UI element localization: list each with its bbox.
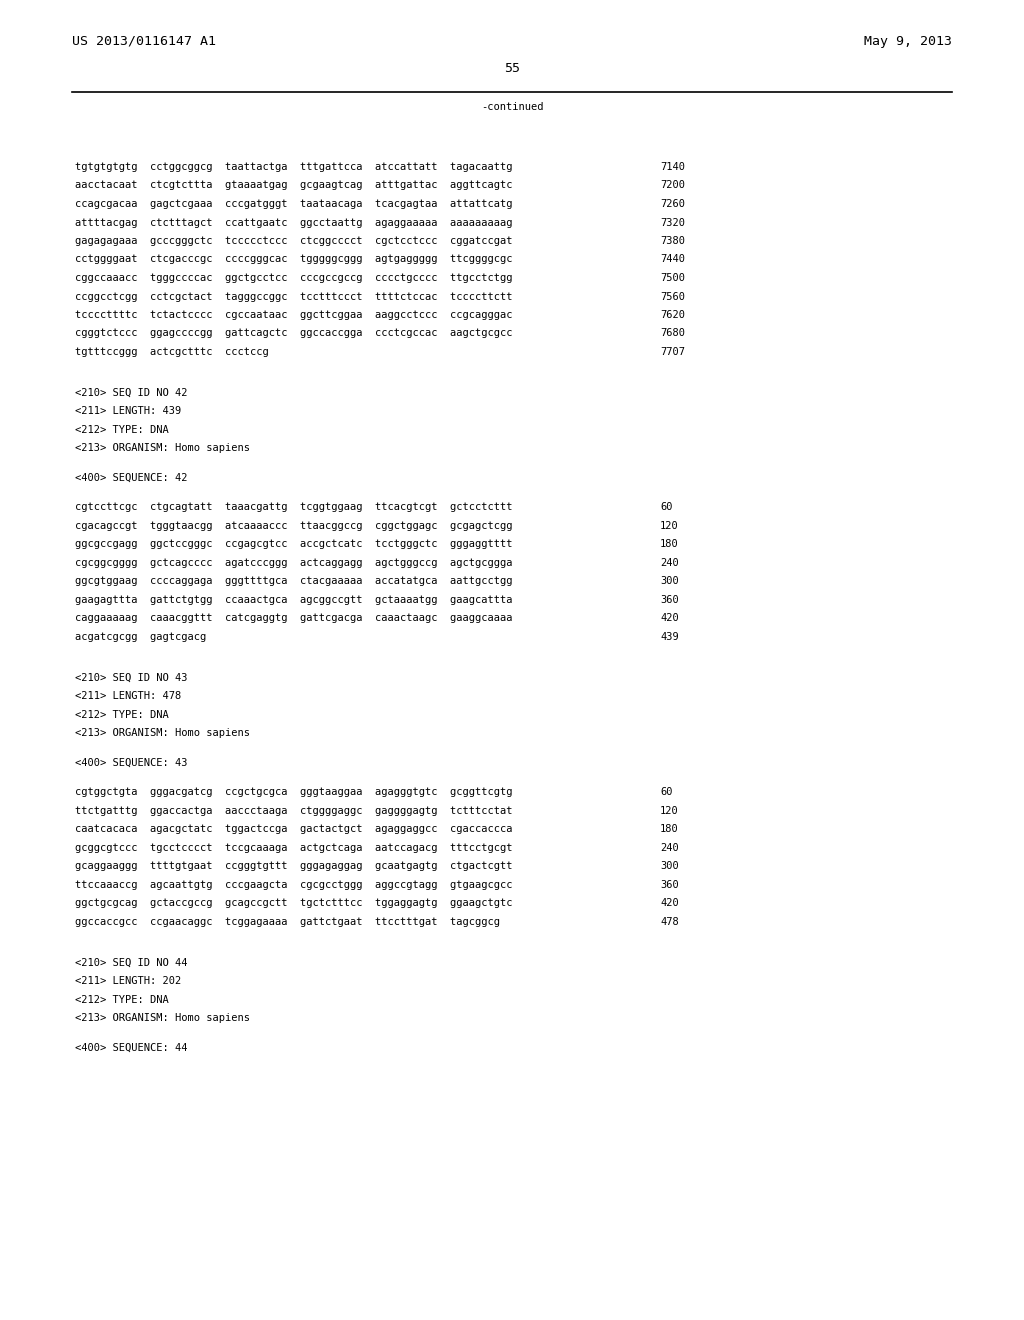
Text: ccagcgacaa  gagctcgaaa  cccgatgggt  taataacaga  tcacgagtaa  attattcatg: ccagcgacaa gagctcgaaa cccgatgggt taataac…: [75, 199, 512, 209]
Text: ccggcctcgg  cctcgctact  tagggccggc  tcctttccct  ttttctccac  tccccttctt: ccggcctcgg cctcgctact tagggccggc tcctttc…: [75, 292, 512, 301]
Text: 478: 478: [660, 917, 679, 927]
Text: 180: 180: [660, 824, 679, 834]
Text: 7680: 7680: [660, 329, 685, 338]
Text: aacctacaat  ctcgtcttta  gtaaaatgag  gcgaagtcag  atttgattac  aggttcagtc: aacctacaat ctcgtcttta gtaaaatgag gcgaagt…: [75, 181, 512, 190]
Text: 7620: 7620: [660, 310, 685, 319]
Text: 240: 240: [660, 842, 679, 853]
Text: cgcggcgggg  gctcagcccc  agatcccggg  actcaggagg  agctgggccg  agctgcggga: cgcggcgggg gctcagcccc agatcccggg actcagg…: [75, 558, 512, 568]
Text: <213> ORGANISM: Homo sapiens: <213> ORGANISM: Homo sapiens: [75, 729, 250, 738]
Text: tgtgtgtgtg  cctggcggcg  taattactga  tttgattcca  atccattatt  tagacaattg: tgtgtgtgtg cctggcggcg taattactga tttgatt…: [75, 162, 512, 172]
Text: 439: 439: [660, 632, 679, 642]
Text: 7140: 7140: [660, 162, 685, 172]
Text: 300: 300: [660, 577, 679, 586]
Text: 120: 120: [660, 805, 679, 816]
Text: <210> SEQ ID NO 42: <210> SEQ ID NO 42: [75, 388, 187, 397]
Text: 360: 360: [660, 595, 679, 605]
Text: ttccaaaccg  agcaattgtg  cccgaagcta  cgcgcctggg  aggccgtagg  gtgaagcgcc: ttccaaaccg agcaattgtg cccgaagcta cgcgcct…: [75, 880, 512, 890]
Text: ggccaccgcc  ccgaacaggc  tcggagaaaa  gattctgaat  ttcctttgat  tagcggcg: ggccaccgcc ccgaacaggc tcggagaaaa gattctg…: [75, 917, 500, 927]
Text: 420: 420: [660, 614, 679, 623]
Text: gcaggaaggg  ttttgtgaat  ccgggtgttt  gggagaggag  gcaatgagtg  ctgactcgtt: gcaggaaggg ttttgtgaat ccgggtgttt gggagag…: [75, 862, 512, 871]
Text: <400> SEQUENCE: 44: <400> SEQUENCE: 44: [75, 1043, 187, 1052]
Text: 120: 120: [660, 521, 679, 531]
Text: <212> TYPE: DNA: <212> TYPE: DNA: [75, 425, 169, 434]
Text: cctggggaat  ctcgacccgc  ccccgggcac  tgggggcggg  agtgaggggg  ttcggggcgc: cctggggaat ctcgacccgc ccccgggcac tgggggc…: [75, 255, 512, 264]
Text: 55: 55: [504, 62, 520, 75]
Text: 60: 60: [660, 503, 673, 512]
Text: US 2013/0116147 A1: US 2013/0116147 A1: [72, 36, 216, 48]
Text: ttctgatttg  ggaccactga  aaccctaaga  ctggggaggc  gaggggagtg  tctttcctat: ttctgatttg ggaccactga aaccctaaga ctgggga…: [75, 805, 512, 816]
Text: cgggtctccc  ggagccccgg  gattcagctc  ggccaccgga  ccctcgccac  aagctgcgcc: cgggtctccc ggagccccgg gattcagctc ggccacc…: [75, 329, 512, 338]
Text: cgtccttcgc  ctgcagtatt  taaacgattg  tcggtggaag  ttcacgtcgt  gctcctcttt: cgtccttcgc ctgcagtatt taaacgattg tcggtgg…: [75, 503, 512, 512]
Text: 300: 300: [660, 862, 679, 871]
Text: caatcacaca  agacgctatc  tggactccga  gactactgct  agaggaggcc  cgaccaccca: caatcacaca agacgctatc tggactccga gactact…: [75, 824, 512, 834]
Text: 7440: 7440: [660, 255, 685, 264]
Text: tccccttttc  tctactcccc  cgccaataac  ggcttcggaa  aaggcctccc  ccgcagggac: tccccttttc tctactcccc cgccaataac ggcttcg…: [75, 310, 512, 319]
Text: <212> TYPE: DNA: <212> TYPE: DNA: [75, 994, 169, 1005]
Text: 360: 360: [660, 880, 679, 890]
Text: 7200: 7200: [660, 181, 685, 190]
Text: gaagagttta  gattctgtgg  ccaaactgca  agcggccgtt  gctaaaatgg  gaagcattta: gaagagttta gattctgtgg ccaaactgca agcggcc…: [75, 595, 512, 605]
Text: 240: 240: [660, 558, 679, 568]
Text: <211> LENGTH: 202: <211> LENGTH: 202: [75, 975, 181, 986]
Text: cggccaaacc  tgggccccac  ggctgcctcc  cccgccgccg  cccctgcccc  ttgcctctgg: cggccaaacc tgggccccac ggctgcctcc cccgccg…: [75, 273, 512, 282]
Text: <210> SEQ ID NO 44: <210> SEQ ID NO 44: [75, 957, 187, 968]
Text: 60: 60: [660, 787, 673, 797]
Text: tgtttccggg  actcgctttc  ccctccg: tgtttccggg actcgctttc ccctccg: [75, 347, 268, 356]
Text: 180: 180: [660, 540, 679, 549]
Text: cgtggctgta  gggacgatcg  ccgctgcgca  gggtaaggaa  agagggtgtc  gcggttcgtg: cgtggctgta gggacgatcg ccgctgcgca gggtaag…: [75, 787, 512, 797]
Text: ggcgtggaag  ccccaggaga  gggttttgca  ctacgaaaaa  accatatgca  aattgcctgg: ggcgtggaag ccccaggaga gggttttgca ctacgaa…: [75, 577, 512, 586]
Text: 7500: 7500: [660, 273, 685, 282]
Text: 7380: 7380: [660, 236, 685, 246]
Text: <211> LENGTH: 439: <211> LENGTH: 439: [75, 407, 181, 416]
Text: 420: 420: [660, 899, 679, 908]
Text: attttacgag  ctctttagct  ccattgaatc  ggcctaattg  agaggaaaaa  aaaaaaaaag: attttacgag ctctttagct ccattgaatc ggcctaa…: [75, 218, 512, 227]
Text: gagagagaaa  gcccgggctc  tccccctccc  ctcggcccct  cgctcctccc  cggatccgat: gagagagaaa gcccgggctc tccccctccc ctcggcc…: [75, 236, 512, 246]
Text: 7260: 7260: [660, 199, 685, 209]
Text: 7320: 7320: [660, 218, 685, 227]
Text: ggcgccgagg  ggctccgggc  ccgagcgtcc  accgctcatc  tcctgggctc  gggaggtttt: ggcgccgagg ggctccgggc ccgagcgtcc accgctc…: [75, 540, 512, 549]
Text: 7560: 7560: [660, 292, 685, 301]
Text: <212> TYPE: DNA: <212> TYPE: DNA: [75, 710, 169, 719]
Text: <400> SEQUENCE: 43: <400> SEQUENCE: 43: [75, 758, 187, 768]
Text: <213> ORGANISM: Homo sapiens: <213> ORGANISM: Homo sapiens: [75, 444, 250, 453]
Text: <213> ORGANISM: Homo sapiens: <213> ORGANISM: Homo sapiens: [75, 1012, 250, 1023]
Text: -continued: -continued: [480, 102, 544, 112]
Text: caggaaaaag  caaacggttt  catcgaggtg  gattcgacga  caaactaagc  gaaggcaaaa: caggaaaaag caaacggttt catcgaggtg gattcga…: [75, 614, 512, 623]
Text: 7707: 7707: [660, 347, 685, 356]
Text: May 9, 2013: May 9, 2013: [864, 36, 952, 48]
Text: <211> LENGTH: 478: <211> LENGTH: 478: [75, 692, 181, 701]
Text: cgacagccgt  tgggtaacgg  atcaaaaccc  ttaacggccg  cggctggagc  gcgagctcgg: cgacagccgt tgggtaacgg atcaaaaccc ttaacgg…: [75, 521, 512, 531]
Text: <400> SEQUENCE: 42: <400> SEQUENCE: 42: [75, 473, 187, 483]
Text: gcggcgtccc  tgcctcccct  tccgcaaaga  actgctcaga  aatccagacg  tttcctgcgt: gcggcgtccc tgcctcccct tccgcaaaga actgctc…: [75, 842, 512, 853]
Text: acgatcgcgg  gagtcgacg: acgatcgcgg gagtcgacg: [75, 632, 206, 642]
Text: ggctgcgcag  gctaccgccg  gcagccgctt  tgctctttcc  tggaggagtg  ggaagctgtc: ggctgcgcag gctaccgccg gcagccgctt tgctctt…: [75, 899, 512, 908]
Text: <210> SEQ ID NO 43: <210> SEQ ID NO 43: [75, 673, 187, 682]
